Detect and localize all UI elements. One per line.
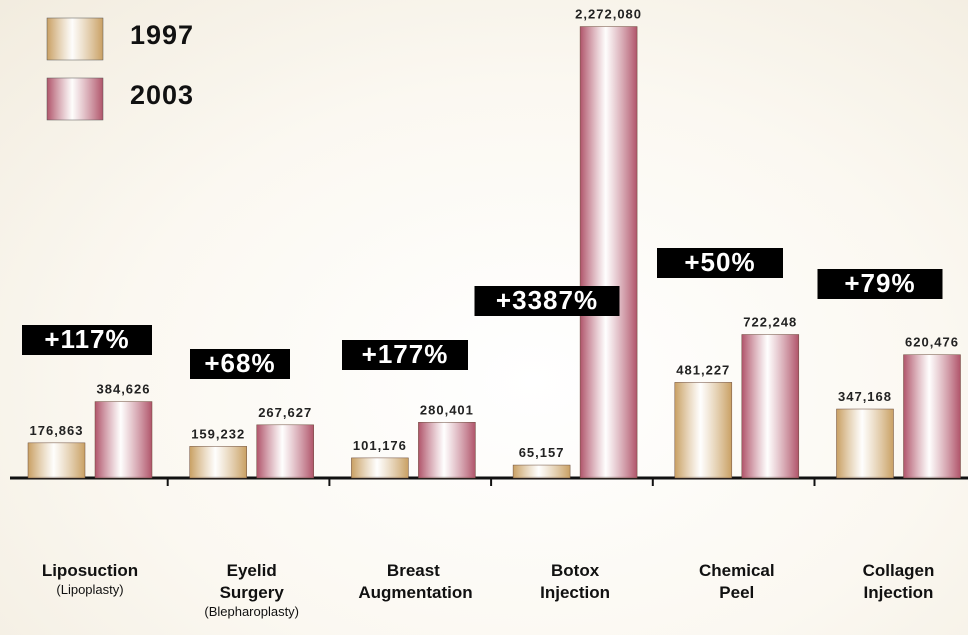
bar: [836, 408, 894, 479]
annotation: +177%: [362, 339, 449, 369]
category-label: Eyelid Surgery (Blepharoplasty): [197, 560, 307, 620]
legend-swatch: [46, 17, 104, 61]
value-label: 481,227: [676, 362, 730, 377]
annotation: +50%: [684, 247, 755, 277]
value-label: 65,157: [519, 445, 565, 460]
annotation: +3387%: [496, 285, 598, 315]
bar: [741, 334, 800, 479]
annotation-box: [190, 349, 290, 379]
bar: [674, 382, 733, 479]
category-name: Collagen Injection: [862, 561, 935, 602]
bar: [418, 422, 476, 479]
category-note: (Lipoplasty): [56, 582, 124, 597]
value-label: 280,401: [420, 402, 474, 417]
bar: [27, 442, 86, 479]
legend-label: 2003: [130, 80, 194, 110]
annotation-box: [342, 340, 468, 370]
bar: [189, 446, 247, 479]
annotation-box: [22, 325, 152, 355]
annotation: +68%: [204, 348, 275, 378]
bar: [903, 354, 961, 479]
value-label: 159,232: [191, 426, 245, 441]
annotation: +79%: [844, 268, 915, 298]
category-name: Eyelid Surgery: [219, 561, 284, 602]
value-label: 176,863: [30, 423, 84, 438]
category-label: Botox Injection: [520, 560, 630, 604]
category-label: Chemical Peel: [682, 560, 792, 604]
value-label: 722,248: [743, 314, 797, 329]
value-label: 620,476: [905, 335, 959, 350]
bar: [94, 401, 153, 479]
value-label: 347,168: [838, 389, 892, 404]
bar: [512, 464, 571, 479]
annotation-box: [657, 248, 783, 278]
value-label: 101,176: [353, 438, 407, 453]
category-label: Liposuction (Lipoplasty): [35, 560, 145, 598]
annotation: +117%: [44, 324, 129, 354]
category-name: Chemical Peel: [699, 561, 775, 602]
category-label: Collagen Injection: [844, 560, 954, 604]
category-name: Botox Injection: [540, 561, 611, 602]
category-label: Breast Augmentation: [358, 560, 472, 604]
bar: [256, 424, 314, 479]
category-note: (Blepharoplasty): [204, 604, 300, 619]
legend-label: 1997: [130, 20, 194, 50]
value-label: 267,627: [258, 405, 312, 420]
annotation-box: [817, 269, 943, 299]
category-name: Breast Augmentation: [358, 561, 473, 602]
bar: [579, 26, 638, 479]
bar: [351, 457, 409, 479]
annotation-box: [474, 286, 620, 316]
value-label: 2,272,080: [575, 7, 642, 22]
legend-swatch: [46, 77, 104, 121]
value-label: 384,626: [97, 382, 151, 397]
category-name: Liposuction: [41, 561, 139, 580]
